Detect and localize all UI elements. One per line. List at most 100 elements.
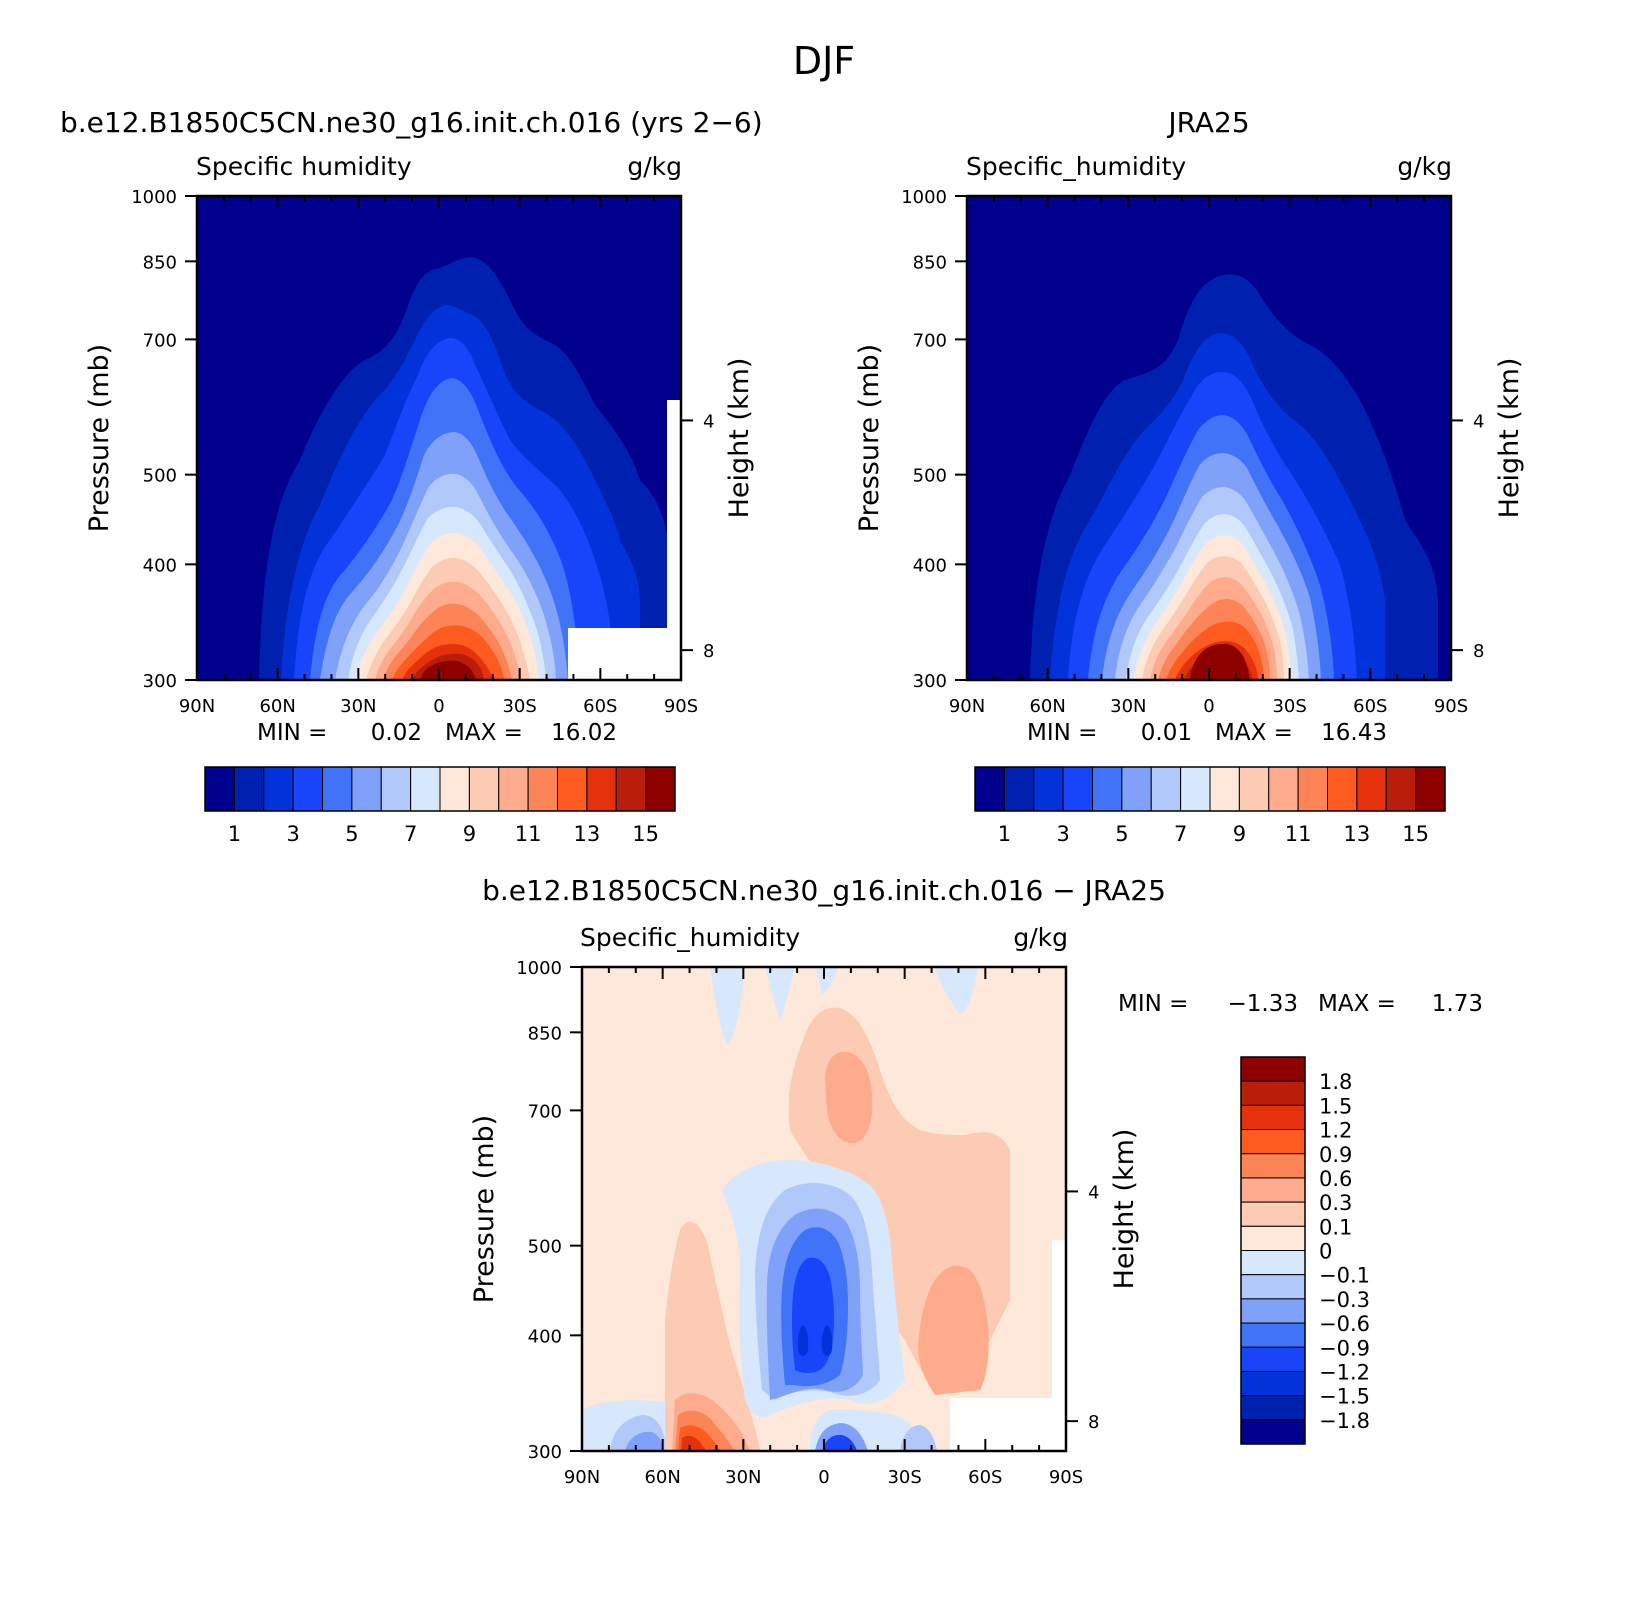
panel-model-stats: MIN = 0.02 MAX = 16.02 bbox=[257, 720, 617, 746]
diff-region-neg-top-2 bbox=[765, 967, 795, 1020]
max-value: 16.02 bbox=[551, 720, 617, 746]
x-tick-label: 90S bbox=[1049, 1467, 1083, 1488]
colorbar-label: 5 bbox=[1115, 822, 1128, 846]
model-missing-strip bbox=[667, 400, 681, 680]
colorbar-box bbox=[351, 766, 382, 812]
colorbar-label: 9 bbox=[463, 822, 476, 846]
y2-tick-label: 8 bbox=[1088, 1412, 1099, 1433]
y-tick-label: 1000 bbox=[131, 187, 177, 208]
diff-region-neg-center-7 bbox=[821, 1325, 833, 1356]
x-tick-label: 30S bbox=[502, 696, 536, 717]
colorbar-box bbox=[1356, 766, 1387, 812]
colorbar-frame bbox=[974, 766, 1446, 812]
colorbar-box bbox=[645, 766, 676, 812]
diff-region-neg-bottom-center-3 bbox=[822, 1434, 857, 1451]
colorbar-box bbox=[322, 766, 353, 812]
colorbar-label: 13 bbox=[1344, 822, 1371, 846]
y-tick-label: 300 bbox=[528, 1442, 562, 1463]
colorbar-box bbox=[974, 766, 1005, 812]
colorbar-box bbox=[1240, 1177, 1306, 1203]
diff-region-pos-right-core bbox=[918, 1265, 989, 1395]
y-tick-label: 400 bbox=[528, 1326, 562, 1347]
colorbar-label: 15 bbox=[1402, 822, 1429, 846]
y-tick-label: 500 bbox=[913, 466, 947, 487]
y-tick-label: 850 bbox=[143, 252, 177, 273]
diff-missing-region bbox=[950, 1398, 1066, 1451]
diff-region-neg-top-3 bbox=[815, 967, 838, 995]
max-label: MAX = bbox=[1318, 991, 1396, 1017]
colorbar-box bbox=[1240, 1346, 1306, 1372]
panel-model-contours bbox=[197, 196, 681, 680]
figure-title: DJF bbox=[793, 39, 855, 83]
colorbar-box bbox=[1240, 1201, 1306, 1227]
y2-axis-label: Height (km) bbox=[1494, 358, 1525, 519]
x-tick-label: 30N bbox=[340, 696, 376, 717]
x-tick-label: 60N bbox=[259, 696, 295, 717]
x-tick-label: 30S bbox=[887, 1467, 921, 1488]
colorbar-label: 1 bbox=[228, 822, 241, 846]
colorbar-box bbox=[1238, 766, 1270, 812]
colorbar-box bbox=[1240, 1250, 1306, 1276]
panel-model-variable-label: Specific humidity bbox=[196, 152, 412, 181]
colorbar-box bbox=[1297, 766, 1328, 812]
colorbar-box bbox=[1240, 1322, 1306, 1348]
y-tick-label: 300 bbox=[913, 671, 947, 692]
panel-obs: JRA25 Specific_humidity g/kg 90N 60N 30N 0 3… bbox=[854, 106, 1525, 846]
x-tick-label: 0 bbox=[1203, 696, 1214, 717]
colorbar-box bbox=[1150, 766, 1182, 812]
colorbar-label: 11 bbox=[1285, 822, 1312, 846]
obs-level-15 bbox=[1190, 643, 1249, 680]
panel-model-title: b.e12.B1850C5CN.ne30_g16.init.ch.016 (yr… bbox=[60, 106, 763, 139]
colorbar-box bbox=[1268, 766, 1299, 812]
x-tick-label: 60S bbox=[583, 696, 617, 717]
colorbar-label: 7 bbox=[1174, 822, 1187, 846]
diff-region-neg-top-1 bbox=[710, 967, 745, 1045]
panel-obs-unit-label: g/kg bbox=[1397, 152, 1452, 181]
panel-obs-contours bbox=[967, 196, 1451, 680]
x-tick-label: 90N bbox=[564, 1467, 600, 1488]
y2-tick-label: 4 bbox=[1473, 411, 1484, 432]
colorbar-box bbox=[498, 766, 529, 812]
diff-region-pos-left-peak bbox=[681, 1435, 706, 1451]
colorbar-box bbox=[1209, 766, 1240, 812]
colorbar-box bbox=[1240, 1129, 1306, 1155]
y-tick-label: 1000 bbox=[901, 187, 947, 208]
max-value: 16.43 bbox=[1321, 720, 1387, 746]
panel-obs-title: JRA25 bbox=[1166, 106, 1249, 139]
colorbar-label: 1 bbox=[998, 822, 1011, 846]
y-tick-label: 850 bbox=[528, 1023, 562, 1044]
x-tick-label: 90N bbox=[949, 696, 985, 717]
colorbar-box bbox=[410, 766, 441, 812]
diff-region-neg-bottom-right bbox=[900, 1425, 937, 1451]
colorbar-label: −1.5 bbox=[1319, 1385, 1370, 1409]
x-tick-label: 60N bbox=[644, 1467, 680, 1488]
y-tick-label: 400 bbox=[143, 555, 177, 576]
diff-region-neg-top-4 bbox=[935, 967, 978, 1015]
colorbar-frame bbox=[1240, 1056, 1306, 1445]
y-tick-label: 500 bbox=[528, 1237, 562, 1258]
colorbar-label: −0.3 bbox=[1319, 1288, 1370, 1312]
y-axis-label: Pressure (mb) bbox=[469, 1115, 500, 1303]
min-value: 0.02 bbox=[371, 720, 422, 746]
colorbar-box bbox=[1033, 766, 1064, 812]
x-tick-label: 0 bbox=[433, 696, 444, 717]
min-label: MIN = bbox=[257, 720, 327, 746]
colorbar-label: 0.3 bbox=[1319, 1191, 1352, 1215]
panel-model-unit-label: g/kg bbox=[627, 152, 682, 181]
colorbar-label: 1.5 bbox=[1319, 1094, 1352, 1118]
colorbar-box bbox=[380, 766, 412, 812]
colorbar-label: 0.1 bbox=[1319, 1215, 1352, 1239]
min-value: 0.01 bbox=[1141, 720, 1192, 746]
colorbar-label: 9 bbox=[1233, 822, 1246, 846]
colorbar-box bbox=[1062, 766, 1093, 812]
colorbar-box bbox=[292, 766, 323, 812]
panel-obs-stats: MIN = 0.01 MAX = 16.43 bbox=[1027, 720, 1387, 746]
colorbar-box bbox=[1240, 1370, 1306, 1397]
diff-region-pos-upper-core bbox=[825, 1051, 873, 1144]
panel-diff-unit-label: g/kg bbox=[1013, 923, 1068, 952]
y-tick-label: 700 bbox=[143, 330, 177, 351]
colorbar-box bbox=[1180, 766, 1211, 812]
colorbar-label: 13 bbox=[574, 822, 601, 846]
model-missing-region bbox=[568, 628, 681, 680]
